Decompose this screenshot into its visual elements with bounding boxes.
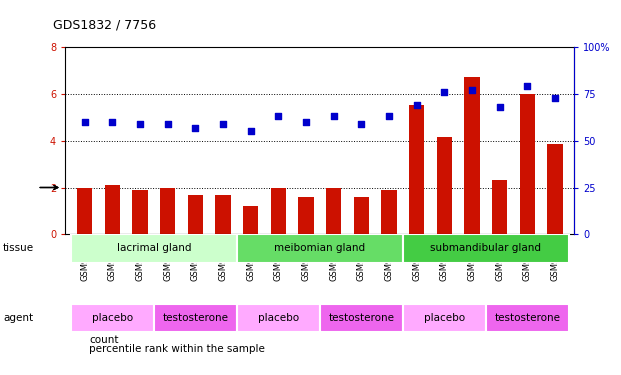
Text: count: count [89, 335, 119, 345]
Point [412, 102, 422, 108]
Text: meibomian gland: meibomian gland [274, 243, 365, 254]
Text: placebo: placebo [258, 313, 299, 323]
Bar [105, 185, 120, 234]
Bar [243, 206, 258, 234]
Bar [548, 144, 563, 234]
Point [273, 113, 283, 119]
Text: agent: agent [3, 313, 34, 323]
Point [440, 89, 450, 95]
Bar [465, 77, 479, 234]
Point [356, 121, 366, 127]
Point [329, 113, 338, 119]
Bar [492, 180, 507, 234]
Point [163, 121, 173, 127]
Bar [354, 197, 369, 234]
Bar [160, 188, 175, 234]
Point [135, 121, 145, 127]
Point [79, 119, 89, 125]
Bar [298, 197, 314, 234]
Bar [409, 105, 424, 234]
Text: testosterone: testosterone [162, 313, 229, 323]
Point [384, 113, 394, 119]
Point [495, 104, 505, 110]
Text: testosterone: testosterone [494, 313, 560, 323]
Bar [520, 94, 535, 234]
Point [190, 124, 200, 130]
Bar [237, 234, 403, 262]
Bar [437, 137, 452, 234]
Text: percentile rank within the sample: percentile rank within the sample [89, 344, 265, 354]
Bar [237, 304, 320, 332]
Bar [71, 304, 154, 332]
Point [246, 128, 256, 134]
Bar [381, 190, 397, 234]
Point [550, 94, 560, 100]
Text: submandibular gland: submandibular gland [430, 243, 542, 254]
Point [522, 83, 532, 89]
Point [218, 121, 228, 127]
Bar [132, 190, 148, 234]
Bar [403, 304, 486, 332]
Text: tissue: tissue [3, 243, 34, 254]
Bar [326, 188, 342, 234]
Bar [486, 304, 569, 332]
Point [107, 119, 117, 125]
Bar [188, 195, 203, 234]
Bar [215, 195, 230, 234]
Bar [71, 234, 237, 262]
Bar [154, 304, 237, 332]
Text: GDS1832 / 7756: GDS1832 / 7756 [53, 19, 156, 32]
Bar [403, 234, 569, 262]
Bar [320, 304, 403, 332]
Bar [77, 188, 92, 234]
Text: placebo: placebo [92, 313, 133, 323]
Text: lacrimal gland: lacrimal gland [117, 243, 191, 254]
Bar [271, 188, 286, 234]
Point [467, 87, 477, 93]
Text: testosterone: testosterone [329, 313, 394, 323]
Point [301, 119, 311, 125]
Text: placebo: placebo [424, 313, 465, 323]
